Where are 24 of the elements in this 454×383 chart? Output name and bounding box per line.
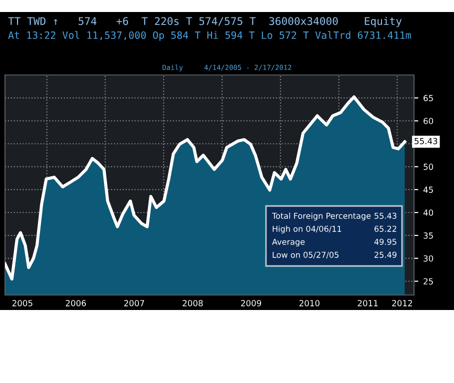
text: Average 49.95: [272, 238, 396, 246]
x-tick-label: 2006: [66, 300, 86, 306]
annotation: 55.43: [414, 138, 438, 144]
y-tick-label: 40: [423, 209, 434, 216]
x-tick-label: 2010: [299, 300, 320, 306]
x-tick-label: 2009: [241, 300, 262, 306]
text: High on 04/06/11 65.22: [272, 226, 396, 234]
y-tick-label: 30: [424, 255, 434, 262]
y-tick-label: 50: [424, 164, 434, 170]
annotation: 55.43: [374, 212, 396, 219]
x-tick-label: 2012: [392, 300, 412, 306]
y-tick-label: 45: [423, 186, 433, 193]
y-tick-label: 35: [424, 232, 433, 239]
text: At 13:22 Vol 11,537,000 Op 584 T Hi 594 T Lo 572 T ValTrd 6731.411m: [8, 31, 411, 41]
x-tick-label: 2005: [12, 300, 32, 306]
x-tick-label: 2011: [358, 300, 378, 306]
x-tick-label: 2008: [182, 300, 203, 306]
y-tick-label: 65: [424, 94, 433, 102]
series-label: Total Foreign Percentage: [272, 212, 371, 220]
x-tick-label: 2007: [124, 300, 144, 306]
text: Low on 05/27/05 25.49: [272, 252, 396, 258]
y-tick-label: 60: [424, 118, 434, 124]
text: TT TWD ↑ 574 +6 T 220s T 574/575 T 36000x34000 Equity: [8, 16, 402, 28]
y-tick-label: 25: [424, 278, 433, 285]
